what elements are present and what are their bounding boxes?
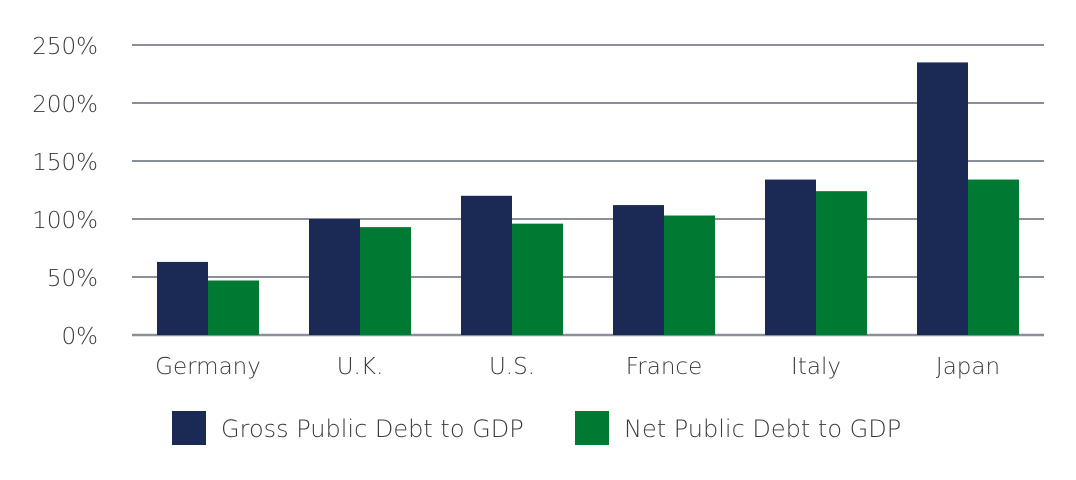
x-tick-label: Italy (791, 354, 841, 380)
legend-swatch (575, 411, 609, 445)
x-axis-ticks: Germany U.K. U.S. France Italy Japan (155, 354, 1000, 380)
bar-net-us (512, 223, 563, 335)
bar-gross-italy (765, 179, 816, 335)
bar-gross-japan (917, 62, 968, 336)
bar-gross-us (461, 195, 512, 335)
bar-gross-uk (309, 219, 360, 335)
legend-label: Gross Public Debt to GDP (221, 415, 524, 443)
bar-net-germany (208, 280, 259, 335)
bar-net-japan (968, 179, 1019, 335)
y-tick-label: 50% (47, 266, 98, 292)
legend-swatch (172, 411, 206, 445)
bar-net-italy (816, 191, 867, 335)
y-tick-label: 100% (32, 208, 98, 234)
x-tick-label: U.S. (489, 354, 535, 380)
gridlines (132, 44, 1044, 337)
y-tick-label: 0% (62, 324, 99, 350)
x-tick-label: Germany (155, 354, 261, 380)
bar-gross-germany (157, 261, 208, 335)
legend-label: Net Public Debt to GDP (624, 415, 901, 443)
y-axis-ticks: 0% 50% 100% 150% 200% 250% (32, 34, 98, 350)
bar-net-uk (360, 227, 411, 335)
x-tick-label: U.K. (337, 354, 384, 380)
x-tick-label: Japan (936, 354, 1000, 380)
bars (157, 62, 1019, 336)
x-tick-label: France (626, 354, 702, 380)
legend: Gross Public Debt to GDP Net Public Debt … (172, 411, 901, 445)
y-tick-label: 200% (32, 92, 98, 118)
y-tick-label: 250% (32, 34, 98, 60)
bar-gross-france (613, 205, 664, 335)
y-tick-label: 150% (32, 150, 98, 176)
bar-net-france (664, 215, 715, 335)
